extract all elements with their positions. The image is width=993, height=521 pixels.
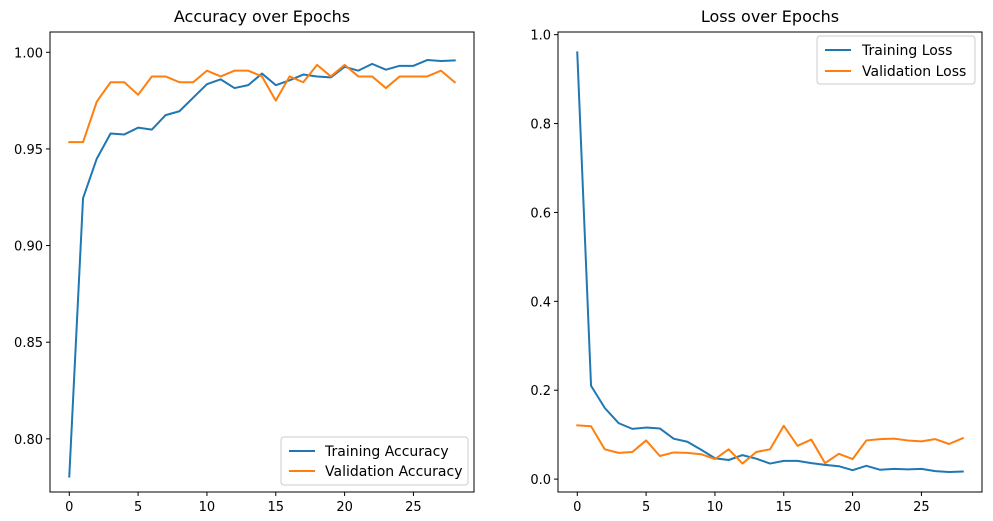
loss-x-tick-label: 15 <box>775 500 792 515</box>
accuracy-x-tick-label: 5 <box>134 500 142 515</box>
accuracy-chart-title: Accuracy over Epochs <box>174 7 350 26</box>
loss-legend-box <box>816 35 976 85</box>
loss-legend: Training Loss Validation Loss <box>816 35 976 85</box>
accuracy-chart: Accuracy over Epochs 0 5 10 15 20 250.800.850… <box>14 7 475 515</box>
series-line-validation-loss <box>576 424 965 465</box>
accuracy-x-tick-label: 25 <box>405 500 422 515</box>
legend-label-training-loss: Training Loss <box>861 43 952 59</box>
series-line-validation-accuracy <box>68 63 457 144</box>
legend-label-validation-loss: Validation Loss <box>862 64 966 80</box>
accuracy-x-tick-label: 15 <box>267 500 284 515</box>
legend-label-validation-accuracy: Validation Accuracy <box>325 464 463 480</box>
loss-x-tick-label: 25 <box>913 500 930 515</box>
loss-y-tick-label: 0.8 <box>530 118 551 133</box>
loss-lines <box>576 51 965 473</box>
accuracy-y-tick-label: 0.95 <box>14 143 43 158</box>
legend-label-training-accuracy: Training Accuracy <box>324 444 449 460</box>
loss-axis-ticks: 0 5 10 15 20 25 0.0 0.2 0.4 0.6 0.8 1.0 <box>530 29 929 515</box>
accuracy-legend-box <box>280 436 469 486</box>
accuracy-axis-ticks: 0 5 10 15 20 25 0.80 0.85 0.90 0.95 1.00 <box>14 46 422 515</box>
accuracy-y-tick-label: 0.80 <box>14 433 43 448</box>
loss-x-tick-label: 5 <box>642 500 650 515</box>
loss-y-tick-label: 0.2 <box>530 384 551 399</box>
loss-y-tick-label: 0.4 <box>530 295 551 310</box>
accuracy-y-tick-label: 0.90 <box>14 240 43 255</box>
accuracy-x-tick-label: 10 <box>199 500 216 515</box>
accuracy-legend: Training Accuracy Validation Accuracy <box>280 436 469 486</box>
loss-y-tick-label: 0.0 <box>530 473 551 488</box>
series-line-training-accuracy <box>68 59 456 478</box>
accuracy-lines <box>68 59 457 478</box>
loss-chart: Loss over Epochs 0 5 10 15 20 250.00.20.40.60… <box>530 7 983 515</box>
accuracy-y-tick-label: 0.85 <box>14 336 43 351</box>
loss-plot-frame <box>557 31 983 493</box>
loss-chart-title: Loss over Epochs <box>701 7 839 26</box>
accuracy-plot-frame <box>49 31 475 493</box>
loss-y-tick-label: 1.0 <box>530 29 551 44</box>
loss-x-tick-label: 0 <box>573 500 581 515</box>
loss-x-tick-label: 20 <box>844 500 861 515</box>
accuracy-x-tick-label: 0 <box>65 500 73 515</box>
accuracy-y-tick-label: 1.00 <box>14 46 43 61</box>
series-line-training-loss <box>576 51 964 473</box>
loss-y-tick-label: 0.6 <box>530 206 551 221</box>
loss-x-tick-label: 10 <box>707 500 724 515</box>
accuracy-x-tick-label: 20 <box>336 500 353 515</box>
